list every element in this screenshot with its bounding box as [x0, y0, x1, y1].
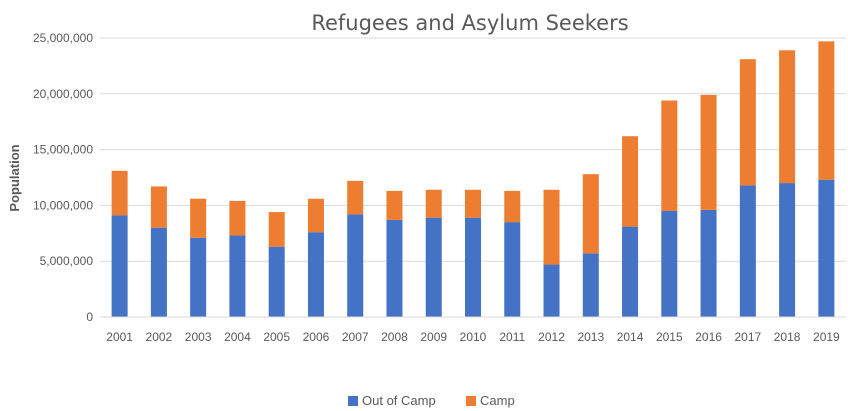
bar-camp-2004: [229, 200, 246, 236]
bar-camp-2018: [779, 50, 796, 184]
bar-camp-2011: [504, 190, 521, 223]
x-axis-ticks: 2001 2002 2003 2004 2005 2006 2007 2008 2009 2010…: [106, 330, 840, 344]
legend-swatch-out-of-camp: [348, 396, 358, 406]
chart-title: Refugees and Asylum Seekers: [311, 11, 628, 35]
x-tick-label: 2018: [774, 330, 801, 344]
x-tick-label: 2004: [224, 330, 251, 344]
bar-camp-2001: [111, 170, 128, 216]
y-axis-label: Population: [7, 144, 22, 211]
bar-out-of-camp-2019: [818, 179, 835, 317]
bar-camp-2010: [465, 189, 481, 218]
x-tick-label: 2015: [656, 330, 683, 344]
gridlines: [100, 37, 846, 262]
x-tick-label: 2014: [617, 330, 644, 344]
bar-camp-2008: [386, 190, 403, 220]
bar-camp-2005: [268, 212, 285, 247]
bar-out-of-camp-2017: [739, 185, 756, 317]
bar-camp-2012: [543, 189, 560, 265]
bar-camp-2002: [150, 186, 167, 228]
bar-out-of-camp-2009: [425, 217, 442, 317]
x-tick-label: 2006: [303, 330, 330, 344]
bar-out-of-camp-2012: [543, 264, 560, 317]
bar-out-of-camp-2013: [582, 253, 599, 317]
bar-out-of-camp-2008: [386, 219, 403, 317]
bar-out-of-camp-2005: [268, 246, 285, 317]
x-tick-label: 2012: [538, 330, 565, 344]
y-tick-label: 10,000,000: [33, 198, 93, 212]
bar-camp-2006: [307, 198, 324, 233]
x-tick-label: 2005: [263, 330, 290, 344]
bar-out-of-camp-2001: [111, 215, 128, 317]
bar-out-of-camp-2002: [150, 227, 167, 317]
y-tick-label: 0: [86, 310, 93, 324]
bars: [111, 41, 835, 317]
bar-camp-2014: [622, 136, 639, 227]
x-tick-label: 2007: [342, 330, 369, 344]
bar-camp-2009: [425, 189, 442, 218]
bar-camp-2013: [582, 174, 599, 254]
x-tick-label: 2008: [381, 330, 408, 344]
x-tick-label: 2016: [695, 330, 722, 344]
bar-out-of-camp-2006: [307, 232, 324, 317]
y-tick-label: 15,000,000: [33, 143, 93, 157]
bar-out-of-camp-2010: [465, 217, 481, 317]
x-tick-label: 2019: [813, 330, 840, 344]
x-tick-label: 2009: [420, 330, 447, 344]
y-axis-ticks: 0 5,000,000 10,000,000 15,000,000 20,000,000…: [33, 31, 93, 324]
bar-out-of-camp-2011: [504, 222, 521, 317]
bar-camp-2019: [818, 41, 835, 180]
x-tick-label: 2010: [460, 330, 487, 344]
bar-out-of-camp-2004: [229, 235, 246, 317]
bar-camp-2003: [190, 198, 207, 238]
y-tick-label: 20,000,000: [33, 87, 93, 101]
y-tick-label: 5,000,000: [40, 254, 94, 268]
x-tick-label: 2013: [577, 330, 604, 344]
bar-out-of-camp-2007: [347, 214, 364, 317]
bar-camp-2016: [700, 94, 717, 210]
x-tick-label: 2003: [185, 330, 212, 344]
legend-label: Out of Camp: [362, 393, 436, 408]
legend-swatch-camp: [466, 396, 476, 406]
bar-out-of-camp-2014: [622, 226, 639, 317]
bar-out-of-camp-2016: [700, 209, 717, 317]
bar-camp-2015: [661, 100, 678, 211]
bar-camp-2007: [347, 180, 364, 215]
x-tick-label: 2011: [499, 330, 525, 344]
x-tick-label: 2017: [734, 330, 761, 344]
bar-out-of-camp-2018: [779, 183, 796, 317]
legend: Out of Camp Camp: [348, 393, 515, 408]
x-tick-label: 2001: [106, 330, 133, 344]
x-tick-label: 2002: [146, 330, 173, 344]
bar-camp-2017: [739, 59, 756, 186]
bar-out-of-camp-2015: [661, 210, 678, 317]
y-tick-label: 25,000,000: [33, 31, 93, 45]
bar-out-of-camp-2003: [190, 237, 207, 317]
legend-label: Camp: [480, 393, 515, 408]
